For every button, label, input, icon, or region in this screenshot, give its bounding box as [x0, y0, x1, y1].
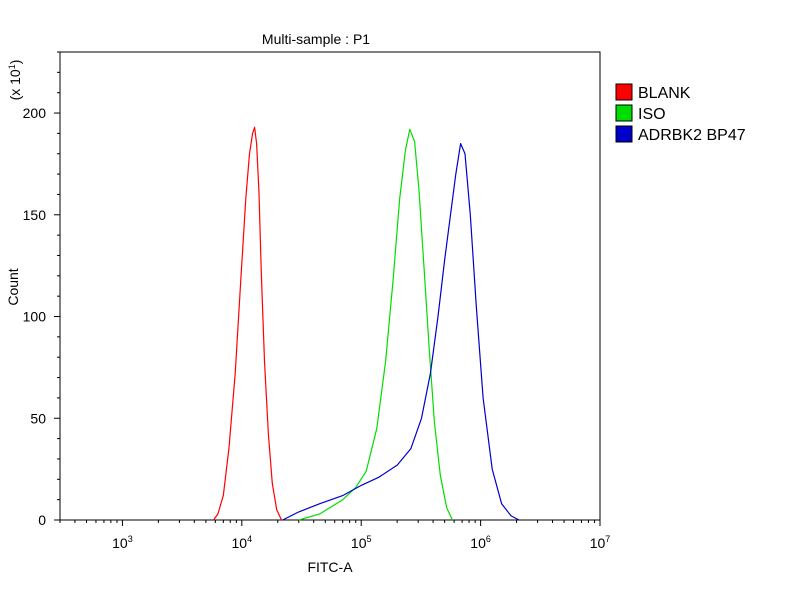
- y-tick-label: 150: [23, 207, 47, 223]
- legend-swatch: [615, 104, 633, 122]
- legend: BLANK ISO ADRBK2 BP47: [615, 83, 746, 144]
- legend-label: ISO: [638, 106, 666, 123]
- y-tick-label: 0: [38, 512, 46, 528]
- legend-swatch: [615, 83, 633, 101]
- x-tick-label: 107: [590, 534, 611, 551]
- y-tick-label: 200: [23, 105, 47, 121]
- series-group: [213, 126, 520, 521]
- series-line-iso: [298, 128, 453, 521]
- legend-label: ADRBK2 BP47: [638, 127, 746, 144]
- y-axis-label: Count: [5, 268, 21, 305]
- y-axis-multiplier-exponent: 1: [7, 64, 17, 69]
- series-line-adrbk2-bp47: [282, 143, 520, 521]
- y-tick-label: 50: [30, 410, 46, 426]
- y-tick-label: 100: [23, 309, 47, 325]
- x-tick-label: 104: [232, 534, 253, 551]
- y-axis-multiplier-prefix: (x 10: [7, 69, 23, 100]
- chart-title: Multi-sample : P1: [262, 31, 370, 47]
- x-axis: 103 104 105 106 107: [59, 520, 611, 551]
- x-axis-label: FITC-A: [307, 559, 353, 575]
- x-tick-label: 103: [112, 534, 133, 551]
- series-line-blank: [213, 126, 283, 521]
- legend-label: BLANK: [638, 85, 691, 102]
- plot-frame: [59, 51, 601, 521]
- y-axis-multiplier: (x 101): [7, 60, 23, 101]
- x-tick-label: 105: [351, 534, 372, 551]
- y-axis: 0 50 100 150 200: [23, 51, 60, 528]
- x-tick-label: 106: [470, 534, 491, 551]
- legend-swatch: [615, 125, 633, 143]
